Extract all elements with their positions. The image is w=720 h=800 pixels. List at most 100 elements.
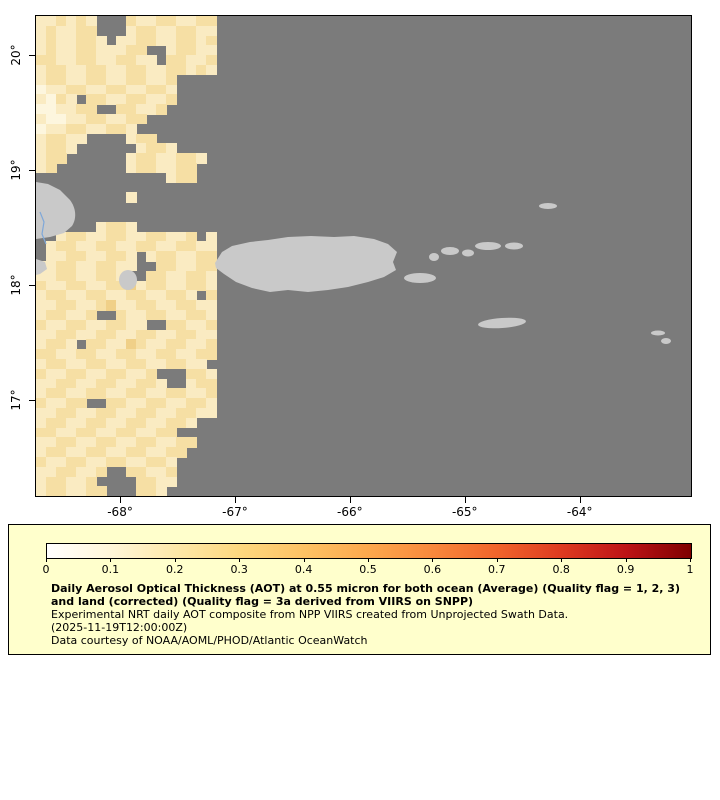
island-anegada [539,203,557,209]
aot-cell [106,114,117,125]
aot-cell [96,368,107,380]
aot-cell [186,339,197,350]
aot-cell [156,339,167,350]
aot-cell [56,231,67,242]
aot-cell [186,251,197,262]
aot-cell [106,349,117,360]
aot-cell [126,221,137,233]
aot-cell [56,84,67,95]
longitude-axis: -68° -67° -66° -65° -64° [35,497,692,525]
aot-cell [76,447,87,458]
aot-cell [56,65,67,76]
aot-cell [96,251,107,262]
aot-cell [96,447,107,458]
aot-cell [126,388,137,399]
aot-cell [96,457,107,468]
colorbar-tick-label: 0.1 [101,563,120,576]
legend-panel: 0 0.1 0.2 0.3 0.4 0.5 0.6 0.7 0.8 0.9 1 Daily Aero… [8,524,711,655]
aot-cell [36,437,47,448]
aot-cell [166,310,177,321]
aot-cell [96,94,107,105]
aot-cell [176,25,187,37]
aot-cell [176,319,187,331]
aot-cell [176,290,187,301]
latitude-tick [29,55,35,57]
aot-cell [166,319,177,331]
aot-cell [156,261,167,272]
aot-cell [116,290,127,301]
aot-cell [106,300,117,311]
aot-cell [186,25,197,37]
latitude-tick [29,399,35,401]
aot-cell [76,437,87,448]
aot-cell [186,359,197,370]
aot-cell [76,378,87,389]
aot-cell [106,329,117,340]
aot-cell [116,74,127,86]
longitude-tick-label: -64° [566,505,593,519]
aot-cell [186,398,197,409]
aot-cell [126,437,137,448]
aot-cell [86,388,97,399]
aot-cell [206,16,217,27]
aot-cell [136,466,147,478]
island-vieques [404,273,436,283]
aot-cell [106,261,117,272]
aot-cell [86,35,97,46]
aot-cell [116,65,127,76]
aot-cell [36,359,47,370]
aot-cell [136,74,147,86]
aot-cell [206,368,217,380]
aot-cell [46,133,57,144]
aot-cell [86,476,97,487]
aot-cell [96,378,107,389]
aot-cell [66,143,77,154]
longitude-tick-label: -66° [337,505,363,519]
aot-cell [86,349,97,360]
aot-cell [156,241,167,252]
aot-cell [166,339,177,350]
aot-cell [116,241,127,252]
aot-cell [56,368,67,380]
island-mona [119,270,137,290]
aot-cell [166,417,177,429]
aot-cell [146,339,157,350]
aot-cell [196,398,207,409]
aot-cell [126,16,137,27]
aot-cell [36,16,47,27]
aot-cell [196,359,207,370]
aot-cell [136,143,147,154]
aot-cell [56,319,67,331]
aot-cell [46,153,57,164]
aot-cell [176,408,187,419]
aot-cell [146,290,157,301]
aot-cell [106,359,117,370]
aot-cell [66,35,77,46]
aot-cell [146,437,157,448]
aot-cell [36,133,47,144]
aot-cell [56,45,67,56]
aot-cell [36,65,47,76]
colorbar-tick-label: 0.4 [294,563,313,576]
aot-cell [36,25,47,37]
aot-cell [76,329,87,340]
aot-cell [46,378,57,389]
aot-cell [126,329,137,340]
longitude-tick [579,497,581,503]
latitude-tick-label: 17° [9,389,23,411]
aot-cell [76,123,87,135]
aot-cell [136,359,147,370]
aot-cell [136,290,147,301]
aot-cell [176,16,187,27]
aot-cell [136,408,147,419]
aot-cell [56,408,67,419]
aot-cell [56,280,67,291]
aot-cell [76,398,87,409]
aot-cell [166,457,177,468]
aot-cell [46,35,57,46]
aot-cell [96,486,107,496]
aot-cell [146,104,157,115]
colorbar-tick-label: 0.6 [423,563,442,576]
aot-cell [36,300,47,311]
aot-cell [146,310,157,321]
